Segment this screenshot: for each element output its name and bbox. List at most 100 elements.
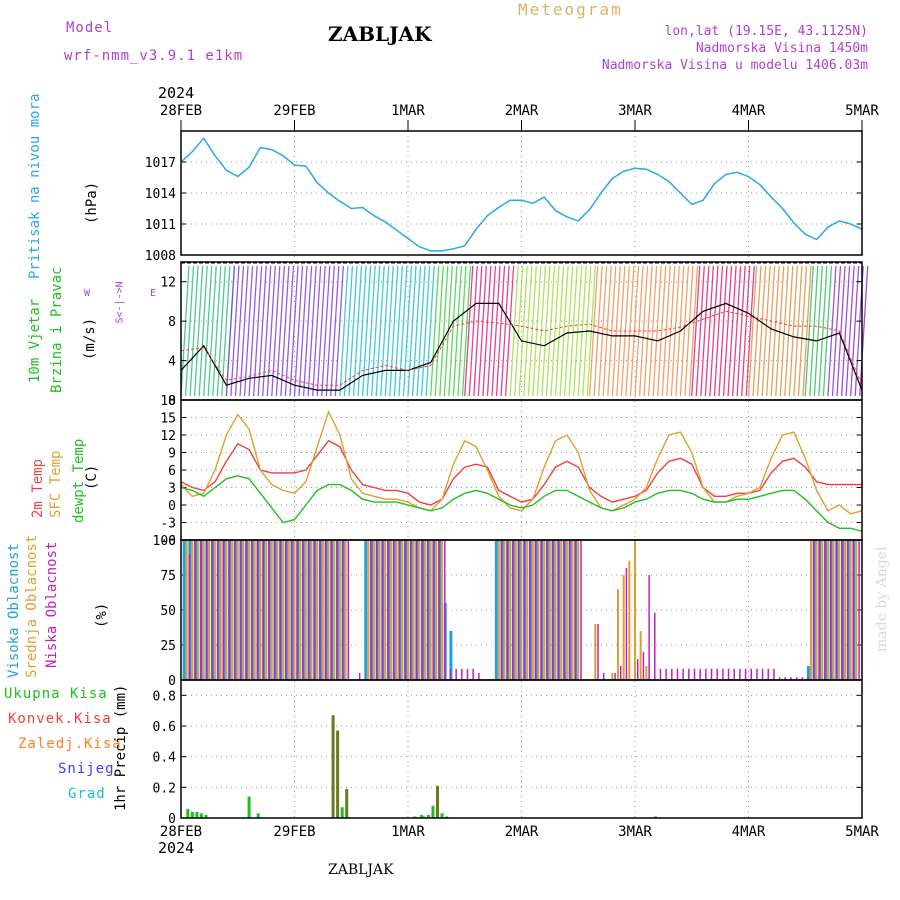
wind-arrow xyxy=(243,265,254,397)
mid-cloud-bar xyxy=(236,540,239,680)
wind-arrow xyxy=(468,265,478,397)
wind-arrow xyxy=(271,265,281,397)
wind-arrow xyxy=(375,265,385,397)
wind-arrow xyxy=(280,265,290,397)
wind-arrow xyxy=(439,265,449,397)
wind-arrow xyxy=(809,265,819,397)
wind-arrow xyxy=(563,265,574,397)
mid-cloud-bar xyxy=(287,540,290,680)
wind-arrow xyxy=(257,265,267,397)
mid-cloud-bar xyxy=(628,561,631,680)
legend-hail: Grad xyxy=(68,786,106,802)
high-cloud-bar xyxy=(494,540,498,680)
mid-cloud-bar xyxy=(497,540,500,680)
low-cloud-bar xyxy=(313,540,316,680)
wind-arrow xyxy=(793,265,803,397)
precip-bar xyxy=(345,788,349,818)
wind-arrow xyxy=(216,265,226,397)
wind-arrow xyxy=(756,265,767,397)
low-cloud-bar xyxy=(529,540,531,680)
low-cloud-bar xyxy=(211,540,213,680)
wind-arrow xyxy=(402,265,413,397)
wind-arrow xyxy=(514,265,524,397)
low-cloud-bar xyxy=(251,540,253,680)
meteogram-label: Meteogram xyxy=(518,0,623,19)
low-cloud-bar xyxy=(392,540,395,680)
wind-arrow xyxy=(845,265,855,397)
x-tick-label-top: 4MAR xyxy=(732,103,766,119)
wind-arrow xyxy=(307,265,317,397)
wind-arrow xyxy=(788,265,799,397)
low-cloud-bar xyxy=(449,668,452,680)
wind-arrow xyxy=(550,265,560,397)
low-cloud-bar xyxy=(852,540,855,680)
y-tick-label: 25 xyxy=(160,639,176,654)
low-cloud-bar xyxy=(648,575,650,680)
low-cloud-bar xyxy=(500,540,503,680)
wind-arrow xyxy=(647,265,658,397)
low-cloud-bar xyxy=(722,668,724,680)
low-cloud-bar xyxy=(239,540,242,680)
low-cloud-bar xyxy=(778,677,781,680)
wind-arrow xyxy=(661,265,671,397)
wind-arrow xyxy=(239,265,249,397)
y-tick-label: 0.6 xyxy=(153,720,176,735)
wind-arrow xyxy=(284,265,295,397)
low-cloud-bar xyxy=(461,668,463,680)
wind-arrow xyxy=(509,265,519,397)
wind-arrow xyxy=(384,265,394,397)
precip-bar xyxy=(653,816,657,818)
low-cloud-bar xyxy=(290,540,293,680)
low-cloud-bar xyxy=(733,668,735,680)
wind-arrow xyxy=(464,265,474,397)
wind-arrow xyxy=(813,265,823,397)
y-tick-label: 1014 xyxy=(145,187,176,202)
mid-cloud-bar xyxy=(594,624,597,680)
wind-arrow xyxy=(518,265,528,397)
wind-arrow xyxy=(598,265,608,397)
wind-arrow xyxy=(371,265,381,397)
wind-arrow xyxy=(559,265,569,397)
mid-cloud-bar xyxy=(849,540,852,680)
y-tick-label: 8 xyxy=(168,315,176,330)
wind-arrow xyxy=(380,265,390,397)
wind-arrow xyxy=(420,265,431,397)
precip-bar xyxy=(186,808,190,818)
low-cloud-bar xyxy=(268,540,270,680)
mid-cloud-bar xyxy=(571,540,574,680)
wind-arrow xyxy=(747,265,758,397)
wind-arrow xyxy=(343,265,354,397)
wind-arrow xyxy=(348,265,358,397)
low-cloud-bar xyxy=(563,540,565,680)
year-bottom: 2024 xyxy=(158,839,195,857)
mid-cloud-bar xyxy=(214,540,217,680)
mid-cloud-bar xyxy=(253,540,256,680)
footer-title: ZABLJAK xyxy=(328,862,394,878)
wind-arrow xyxy=(831,265,842,397)
low-cloud-bar xyxy=(347,540,350,680)
temp-panel: -6 -3 0 3 6 9 12 15 18 xyxy=(160,394,863,549)
wind-arrow xyxy=(568,265,578,397)
wind-arrow xyxy=(425,265,435,397)
mid-cloud-bar xyxy=(384,540,387,680)
wind-arrow xyxy=(473,265,483,397)
wind-arrow xyxy=(180,265,190,397)
wind-arrow xyxy=(761,265,771,397)
mid-cloud-bar xyxy=(514,540,517,680)
low-cloud-bar xyxy=(756,668,758,680)
wind-arrow xyxy=(700,265,710,397)
mid-cloud-bar xyxy=(248,540,251,680)
wind-arrow xyxy=(352,265,363,397)
low-cloud-bar xyxy=(188,554,191,680)
wind-arrow xyxy=(500,265,510,397)
mid-cloud-bar xyxy=(843,540,846,680)
wind-arrow xyxy=(695,265,705,397)
precip-bar xyxy=(204,814,208,818)
low-cloud-bar xyxy=(784,677,787,680)
legend-convective-rain: Konvek.Kisa xyxy=(8,711,112,727)
precip-frame xyxy=(180,679,863,819)
wind-arrow xyxy=(339,265,349,397)
wind-arrow xyxy=(212,265,222,397)
wind-arrow xyxy=(230,265,240,397)
